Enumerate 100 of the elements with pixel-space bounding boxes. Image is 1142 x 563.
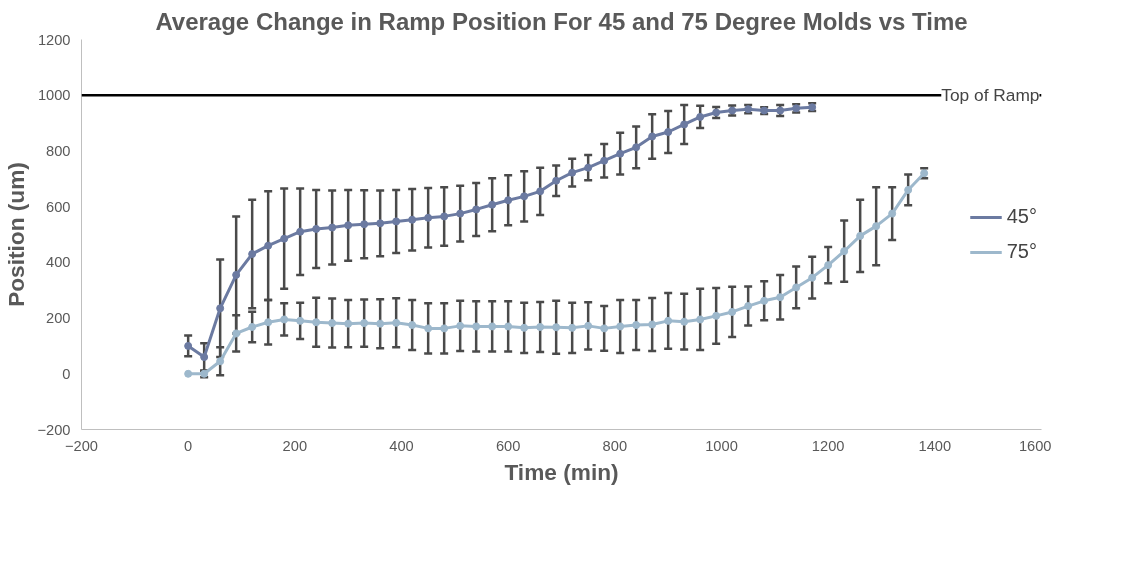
- point: [696, 315, 705, 324]
- point: [264, 241, 273, 250]
- point: [328, 223, 337, 232]
- point: [280, 315, 289, 324]
- x-tick-label: 0: [184, 437, 193, 454]
- point: [616, 149, 625, 158]
- point: [328, 319, 337, 328]
- point: [552, 176, 561, 185]
- point: [536, 322, 545, 331]
- point: [520, 192, 529, 201]
- point: [840, 247, 849, 256]
- y-tick-label: 600: [46, 198, 71, 215]
- point: [248, 250, 257, 258]
- point: [856, 231, 865, 240]
- x-tick-label: −200: [64, 437, 99, 454]
- point: [440, 324, 449, 333]
- y-tick-label: 400: [46, 254, 71, 271]
- point: [648, 320, 657, 329]
- y-tick-label: −200: [37, 421, 71, 438]
- point: [424, 324, 433, 333]
- point: [648, 132, 657, 141]
- point: [776, 293, 785, 302]
- point: [520, 323, 529, 332]
- point: [184, 369, 193, 378]
- point: [312, 318, 321, 327]
- point: [296, 227, 305, 236]
- point: [472, 322, 481, 331]
- y-tick-label: 1000: [37, 87, 71, 104]
- y-tick-label: 800: [46, 142, 71, 159]
- point: [872, 222, 881, 231]
- point: [728, 307, 737, 316]
- point: [808, 273, 817, 282]
- x-tick-label: 200: [282, 437, 308, 454]
- point: [600, 156, 609, 165]
- point: [904, 185, 913, 194]
- point: [456, 209, 465, 218]
- point: [824, 261, 833, 270]
- point: [264, 318, 273, 327]
- x-tick-label: 1600: [1018, 437, 1052, 454]
- x-tick-label: 400: [389, 437, 414, 454]
- point: [680, 317, 689, 326]
- y-axis-title: Position (um): [3, 162, 30, 307]
- point: [680, 120, 689, 129]
- point: [280, 234, 289, 243]
- point: [424, 213, 433, 222]
- point: [504, 322, 513, 331]
- point: [584, 321, 593, 330]
- point: [632, 143, 641, 152]
- legend-label: 45°: [1006, 205, 1037, 228]
- point: [696, 112, 705, 121]
- x-tick-label: 600: [495, 437, 521, 454]
- point: [392, 217, 401, 226]
- x-tick-label: 1000: [705, 437, 738, 454]
- y-tick-label: 0: [62, 365, 71, 382]
- x-tick-label: 1200: [811, 437, 845, 454]
- point: [584, 163, 593, 172]
- point: [360, 319, 369, 328]
- point: [232, 270, 241, 279]
- point: [344, 221, 353, 230]
- point: [744, 302, 753, 311]
- point: [344, 319, 353, 328]
- point: [488, 322, 497, 331]
- point: [408, 321, 417, 330]
- y-tick-label: 200: [46, 310, 71, 327]
- point: [760, 296, 769, 305]
- point: [216, 304, 225, 313]
- point: [792, 283, 801, 292]
- point: [392, 318, 401, 327]
- point: [568, 323, 577, 332]
- point: [664, 127, 673, 136]
- point: [248, 322, 257, 331]
- chart-title: Average Change in Ramp Position For 45 and 75 Degree Molds vs Time: [155, 7, 968, 35]
- legend-label: 75°: [1006, 240, 1037, 263]
- x-axis-title: Time (min): [504, 458, 619, 485]
- point: [712, 311, 721, 320]
- point: [408, 215, 417, 224]
- point: [568, 168, 577, 177]
- point: [616, 322, 625, 331]
- point: [456, 321, 465, 330]
- point: [376, 219, 385, 228]
- point: [536, 187, 545, 196]
- point: [360, 220, 369, 229]
- ref-line-label: Top of Ramp: [941, 85, 1040, 106]
- point: [200, 353, 209, 362]
- x-tick-label: 1400: [918, 437, 952, 454]
- point: [632, 321, 641, 330]
- point: [888, 209, 897, 218]
- point: [184, 341, 193, 350]
- point: [488, 200, 497, 209]
- point: [440, 212, 449, 221]
- point: [600, 324, 609, 333]
- point: [376, 319, 385, 328]
- point: [552, 323, 561, 332]
- point: [504, 196, 513, 205]
- point: [312, 224, 321, 233]
- point: [296, 316, 305, 325]
- x-tick-label: 800: [602, 437, 628, 454]
- y-tick-label: 1200: [37, 31, 71, 48]
- point: [472, 205, 481, 214]
- point: [664, 316, 673, 325]
